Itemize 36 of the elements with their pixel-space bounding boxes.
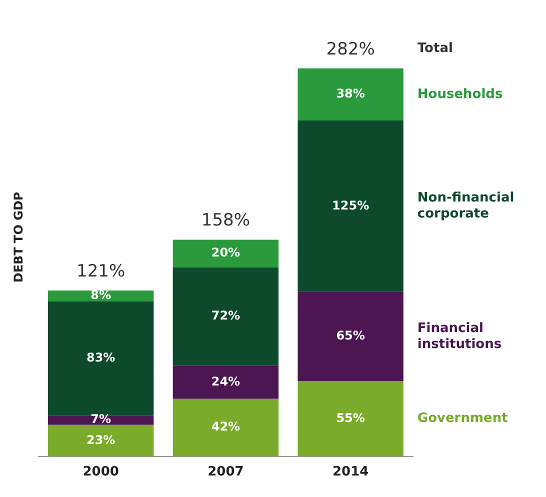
x-tick-label: 2014 (332, 464, 369, 480)
data-label: 7% (90, 412, 112, 426)
text: Total (417, 40, 453, 56)
data-label: 23% (86, 432, 116, 447)
data-label: 42% (211, 420, 240, 434)
data-label: 72% (211, 308, 240, 323)
series-label: Government (417, 411, 508, 426)
bar (172, 267, 279, 366)
bar (48, 301, 154, 416)
data-label: 38% (336, 86, 365, 101)
data-label: 24% (211, 374, 240, 388)
total-label: 158% (201, 210, 250, 231)
x-tick-label: 2007 (208, 464, 244, 480)
total-label: 282% (326, 39, 375, 60)
bar (298, 68, 404, 121)
data-label: 55% (336, 410, 365, 425)
series-label: Non-financial corporate (417, 190, 514, 222)
bar (172, 240, 279, 268)
data-label: 83% (86, 350, 116, 365)
data-label: 65% (336, 328, 365, 343)
data-label: 125% (332, 198, 370, 212)
total-label: 121% (76, 261, 126, 282)
bar (298, 292, 404, 381)
bar (48, 415, 154, 425)
bar (172, 366, 279, 399)
bar (298, 120, 404, 292)
bar (172, 398, 279, 456)
series-label: Households (417, 86, 503, 102)
data-label: 20% (211, 246, 240, 260)
data-label: 8% (90, 288, 112, 302)
bar (48, 424, 154, 456)
bar (298, 381, 404, 456)
y-axis-title: DEBT TO GDP (11, 192, 26, 283)
series-label: Financial institutions (417, 320, 502, 352)
bar (48, 290, 154, 302)
x-tick-label: 2000 (82, 464, 119, 480)
